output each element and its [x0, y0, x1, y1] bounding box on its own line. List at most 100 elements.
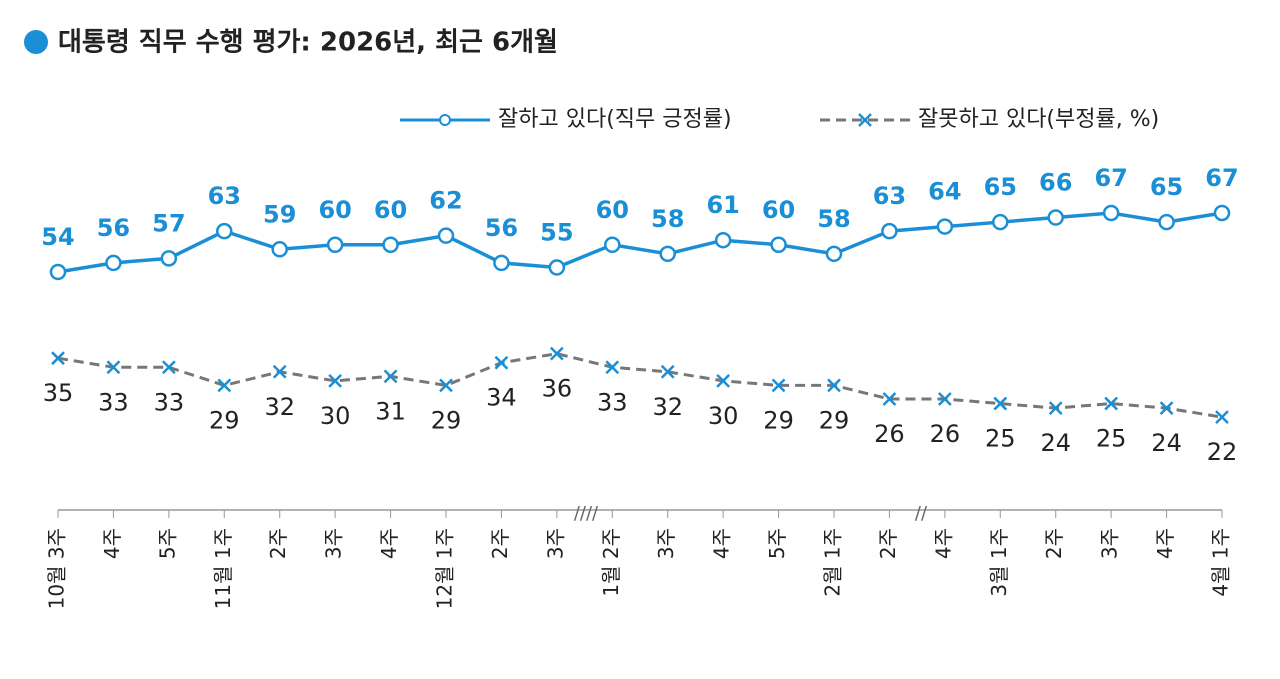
point	[383, 369, 398, 384]
value-label: 61	[706, 191, 739, 219]
point	[382, 236, 399, 253]
x-tick-label: 2주	[488, 528, 512, 559]
value-label: 35	[43, 379, 74, 407]
point	[216, 222, 233, 240]
point	[660, 364, 675, 379]
point	[549, 346, 564, 361]
value-label: 56	[485, 214, 518, 242]
value-label: 32	[652, 393, 683, 421]
value-label: 63	[208, 182, 241, 210]
value-label: 58	[817, 205, 850, 233]
point	[160, 250, 178, 267]
x-tick-label: 4월 1주	[1209, 528, 1233, 597]
x-tick-label: 3주	[1098, 528, 1122, 559]
value-label: 64	[928, 178, 961, 206]
point	[604, 236, 621, 253]
x-tick-label: 3주	[543, 528, 567, 559]
x-tick-label: 4주	[377, 528, 401, 559]
x-tick-label: 11월 1주	[211, 528, 235, 609]
value-label: 65	[1150, 173, 1183, 201]
legend-label: 잘못하고 있다(부정률, %)	[918, 107, 1159, 132]
value-label: 34	[486, 384, 517, 412]
point	[882, 392, 897, 406]
value-label: 31	[375, 397, 406, 425]
value-label: 67	[1205, 164, 1238, 192]
point	[827, 378, 841, 393]
point	[105, 254, 122, 272]
value-label: 54	[41, 223, 74, 251]
point	[771, 378, 786, 393]
value-label: 56	[97, 214, 130, 242]
point	[770, 236, 787, 253]
point	[605, 360, 620, 375]
value-label: 25	[985, 425, 1016, 453]
value-label: 29	[763, 406, 794, 434]
value-label: 33	[154, 388, 185, 416]
series-line	[57, 211, 1223, 274]
point	[825, 245, 843, 263]
point	[937, 392, 952, 406]
x-tick-label: 5주	[155, 528, 179, 559]
legend-marker	[439, 114, 451, 126]
axis-break: ////	[574, 503, 599, 524]
point	[326, 236, 344, 253]
x-tick-label: 3월 1주	[987, 528, 1011, 597]
x-tick-label: 5주	[765, 528, 789, 559]
point	[1158, 213, 1175, 231]
x-tick-label: 2월 1주	[821, 528, 845, 597]
point	[993, 396, 1008, 411]
x-tick-label: 1월 2주	[599, 528, 623, 597]
point	[1159, 401, 1174, 415]
x-tick-label: 2주	[876, 528, 900, 559]
value-label: 66	[1039, 169, 1072, 197]
value-label: 24	[1151, 429, 1182, 457]
value-label: 60	[762, 196, 795, 224]
point	[1213, 204, 1231, 222]
value-label: 29	[819, 406, 850, 434]
point	[271, 241, 288, 258]
value-label: 62	[429, 187, 462, 215]
legend-label: 잘하고 있다(직무 긍정률)	[498, 107, 732, 132]
point	[714, 231, 732, 249]
value-label: 26	[930, 420, 961, 448]
x-tick-label: 10월 3주	[45, 528, 69, 609]
chart-title: 대통령 직무 수행 평가: 2026년, 최근 6개월	[58, 28, 558, 58]
x-tick-label: 2주	[266, 528, 290, 559]
value-label: 32	[264, 393, 295, 421]
value-label: 60	[374, 196, 407, 224]
point	[659, 245, 676, 263]
value-label: 58	[651, 205, 684, 233]
x-tick-label: 3주	[654, 528, 678, 559]
point	[161, 360, 176, 375]
value-label: 59	[263, 200, 296, 228]
point	[1215, 410, 1229, 425]
point	[51, 351, 65, 366]
value-label: 60	[596, 196, 629, 224]
value-label: 30	[708, 402, 739, 430]
value-label: 57	[152, 209, 185, 237]
x-tick-label: 2주	[1042, 528, 1066, 559]
value-label: 24	[1040, 429, 1071, 457]
point	[716, 373, 731, 388]
legend-marker	[858, 113, 872, 127]
value-label: 55	[540, 218, 573, 246]
value-label: 29	[209, 406, 240, 434]
point	[328, 373, 343, 388]
x-tick-label: 3주	[322, 528, 346, 559]
point	[106, 360, 121, 375]
point	[992, 213, 1009, 231]
x-tick-label: 4주	[931, 528, 955, 559]
point	[439, 378, 453, 393]
value-label: 22	[1207, 438, 1238, 466]
value-label: 33	[597, 388, 628, 416]
point	[494, 355, 509, 370]
point	[881, 222, 898, 240]
value-label: 36	[542, 375, 573, 403]
value-label: 26	[874, 420, 905, 448]
value-label: 25	[1096, 425, 1127, 453]
point	[437, 227, 455, 244]
title-bullet	[24, 30, 48, 54]
point	[1048, 401, 1063, 415]
point	[217, 378, 232, 393]
